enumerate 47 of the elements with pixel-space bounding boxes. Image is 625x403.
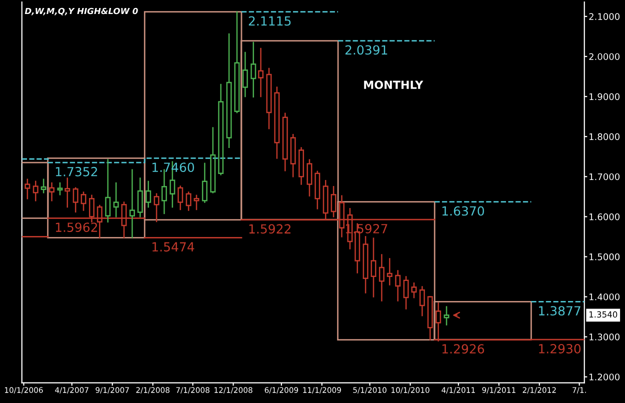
candlestick (202, 162, 208, 203)
candlestick (218, 84, 224, 176)
annotation: 1.5922 (249, 224, 290, 234)
candlestick (378, 254, 384, 302)
y-tick-label: 1.6000 (590, 213, 620, 220)
candlestick (298, 147, 304, 185)
candlestick (64, 178, 70, 208)
annotation: 1.6370 (442, 206, 484, 216)
annotation: 2.1115 (248, 16, 291, 26)
y-tick-label: 1.8000 (590, 133, 620, 140)
y-tick-label: 1.9000 (590, 93, 620, 100)
candlestick (250, 42, 256, 98)
annotation: 1.7352 (56, 166, 98, 176)
annotation: 1.5474 (152, 242, 194, 252)
y-tick-label: 1.5000 (590, 253, 620, 260)
candlestick (72, 187, 78, 212)
annotation: 1.3540 (589, 311, 618, 318)
y-tick-label: 1.2000 (590, 374, 620, 380)
candlestick (113, 182, 119, 218)
annotation: 2.0391 (345, 45, 388, 55)
candlestick (178, 186, 184, 210)
annotation: 1.2926 (442, 344, 484, 354)
candlestick (242, 52, 248, 98)
y-tick-label: 1.4000 (590, 293, 620, 300)
candlestick (226, 33, 232, 148)
candlestick (137, 178, 143, 218)
candlestick (258, 48, 264, 98)
candlestick (32, 180, 38, 202)
y-tick-label: 2.0000 (589, 53, 620, 60)
candlestick (419, 286, 425, 316)
annotation: 1.5962 (56, 222, 98, 232)
y-tick-label: 2.1000 (589, 13, 620, 20)
candlestick (146, 180, 152, 208)
y-tick-label: 1.3000 (590, 334, 620, 340)
candlestick (49, 182, 55, 202)
text: D,W,M,Q,Y HIGH&LOW 0 (24, 8, 138, 16)
annotation: 1.2930 (539, 344, 581, 354)
candlestick (105, 159, 111, 222)
y-tick-label: 1.7000 (590, 173, 620, 180)
candlestick (129, 169, 135, 238)
candlestick (370, 238, 376, 298)
candlestick (395, 270, 401, 302)
annotation: MONTHLY (364, 80, 424, 90)
candlestick (210, 127, 216, 194)
candlestick (282, 112, 288, 172)
candlestick (386, 258, 392, 286)
annotation: 1.3877 (539, 306, 580, 316)
